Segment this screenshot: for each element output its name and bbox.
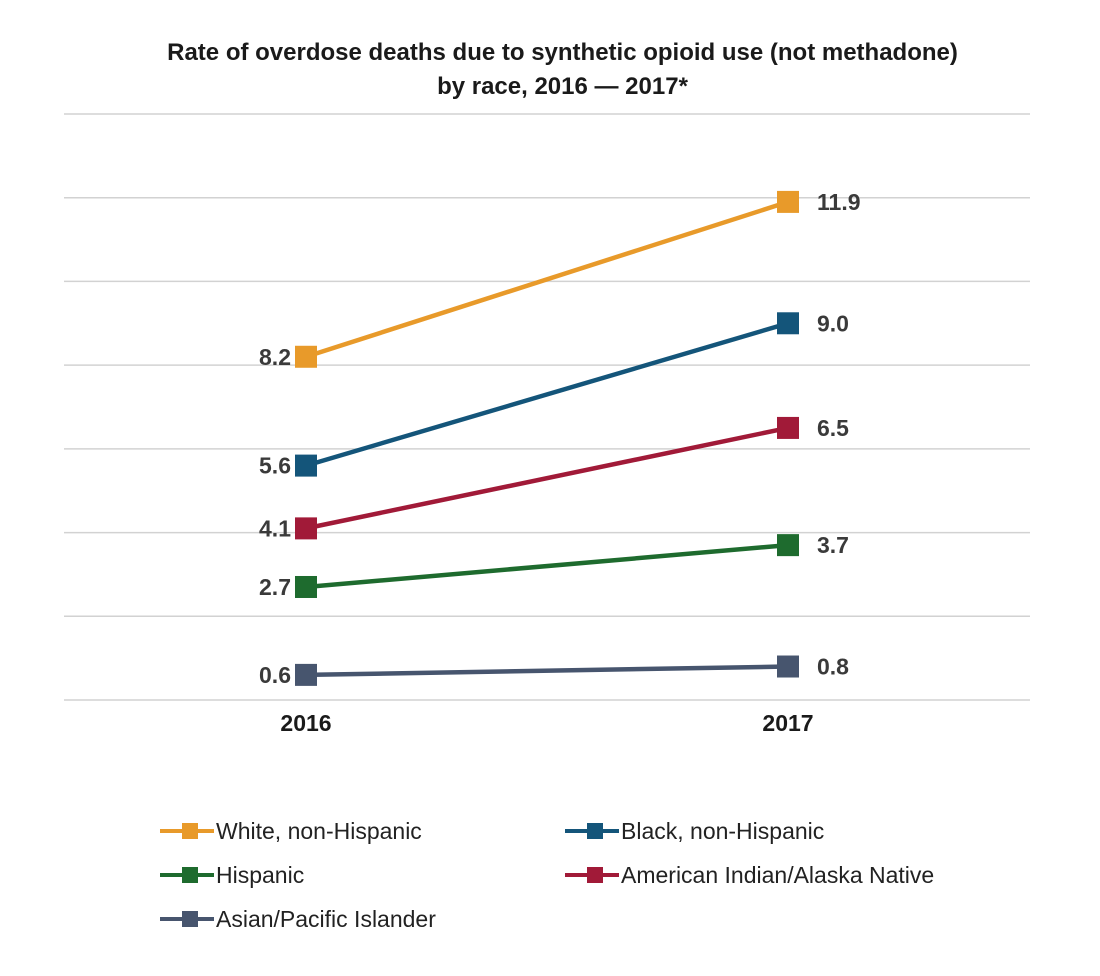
legend-item: Black, non-Hispanic bbox=[565, 812, 1040, 850]
legend-label: Asian/Pacific Islander bbox=[216, 905, 436, 932]
x-tick-label: 2016 bbox=[280, 710, 331, 736]
legend-swatch bbox=[160, 911, 216, 927]
data-point-marker bbox=[777, 534, 799, 557]
legend-label: Black, non-Hispanic bbox=[621, 817, 825, 844]
series-line bbox=[305, 425, 789, 531]
data-point-marker bbox=[295, 575, 317, 598]
data-label: 8.2 bbox=[259, 344, 291, 370]
data-point-marker bbox=[777, 312, 799, 335]
data-label: 5.6 bbox=[259, 453, 291, 479]
gridlines bbox=[64, 113, 1030, 701]
chart-title-line-1: Rate of overdose deaths due to synthetic… bbox=[167, 39, 958, 66]
series-line bbox=[305, 199, 789, 359]
data-point-marker bbox=[777, 416, 799, 439]
legend-item: Hispanic bbox=[160, 856, 565, 894]
legend-swatch bbox=[160, 867, 216, 883]
legend-item: Asian/Pacific Islander bbox=[160, 900, 565, 938]
series-line bbox=[305, 542, 789, 590]
legend-item: American Indian/Alaska Native bbox=[565, 856, 1040, 894]
data-point-marker bbox=[295, 345, 317, 368]
legend-label: White, non-Hispanic bbox=[216, 817, 422, 844]
series-line bbox=[305, 321, 789, 468]
data-label: 0.8 bbox=[817, 654, 849, 680]
data-label: 2.7 bbox=[259, 574, 291, 600]
data-point-marker bbox=[295, 454, 317, 477]
legend-item: White, non-Hispanic bbox=[160, 812, 565, 850]
data-label: 9.0 bbox=[817, 310, 849, 336]
legend-swatch bbox=[565, 867, 621, 883]
series-markers bbox=[295, 190, 799, 686]
legend-label: American Indian/Alaska Native bbox=[621, 861, 935, 888]
data-point-marker bbox=[777, 190, 799, 213]
data-point-marker bbox=[777, 655, 799, 678]
data-label: 0.6 bbox=[259, 662, 291, 688]
x-axis-tick-labels: 2016 2017 bbox=[280, 710, 813, 736]
data-label: 11.9 bbox=[817, 189, 861, 215]
data-label: 6.5 bbox=[817, 415, 849, 441]
data-labels: 8.2 11.9 5.6 9.0 4.1 6.5 2.7 3.7 0.6 0.8 bbox=[259, 189, 860, 688]
legend-swatch bbox=[160, 823, 216, 839]
data-point-marker bbox=[295, 517, 317, 540]
x-tick-label: 2017 bbox=[762, 710, 813, 736]
data-label: 4.1 bbox=[259, 515, 291, 541]
chart-subtitle: by race, 2016 — 2017* bbox=[437, 73, 688, 100]
legend-swatch bbox=[565, 823, 621, 839]
data-point-marker bbox=[295, 663, 317, 686]
data-label: 3.7 bbox=[817, 532, 849, 558]
series-line bbox=[305, 664, 789, 678]
chart-title: Rate of overdose deaths due to synthetic… bbox=[0, 36, 1100, 104]
chart-legend: White, non-Hispanic Black, non-Hispanic Hi… bbox=[160, 812, 1040, 938]
line-chart: 8.2 11.9 5.6 9.0 4.1 6.5 2.7 3.7 0.6 0.8 2016 2017 bbox=[64, 113, 1030, 736]
series-lines bbox=[305, 199, 789, 678]
legend-label: Hispanic bbox=[216, 861, 305, 888]
